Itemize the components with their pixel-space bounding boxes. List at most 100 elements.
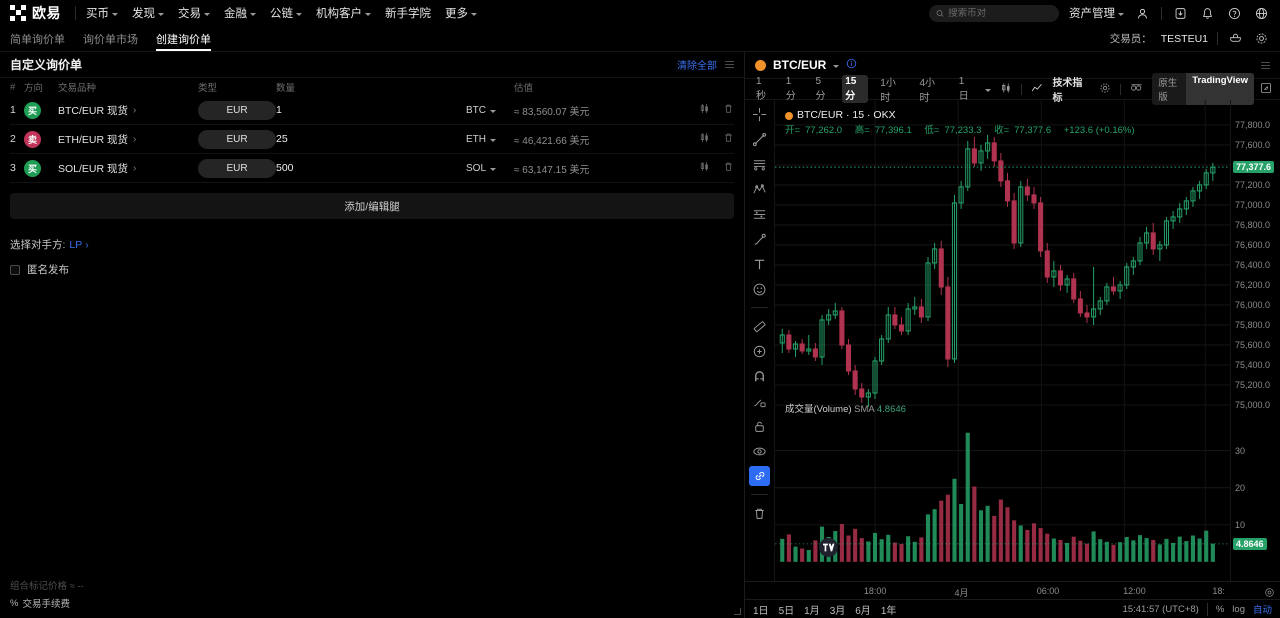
timeframe-4h[interactable]: 4小时: [919, 78, 936, 104]
row-side[interactable]: 买: [24, 159, 58, 177]
nav-item-more[interactable]: 更多: [445, 5, 477, 21]
info-icon[interactable]: [846, 56, 857, 74]
chart-settings-icon[interactable]: [1099, 82, 1111, 97]
hat-icon[interactable]: [1227, 30, 1244, 47]
row-side[interactable]: 买: [24, 101, 58, 119]
nav-item-discover[interactable]: 发现: [132, 5, 164, 21]
lock-icon[interactable]: [749, 416, 770, 436]
indicator-icon[interactable]: [1031, 82, 1043, 97]
emoji-icon[interactable]: [749, 279, 770, 299]
type-pill[interactable]: EUR: [198, 129, 276, 149]
price-axis[interactable]: 77,800.077,600.077,400.077,200.077,000.0…: [1230, 100, 1280, 581]
percent-scale-toggle[interactable]: %: [1215, 603, 1225, 615]
row-quantity-input[interactable]: 1: [276, 104, 282, 116]
timeframe-5m[interactable]: 5分: [815, 76, 826, 102]
anonymous-checkbox[interactable]: [10, 264, 20, 275]
chart-drag-handle[interactable]: [1261, 61, 1270, 69]
row-instrument[interactable]: ETH/EUR 现货 ›: [58, 132, 198, 147]
download-icon[interactable]: [1172, 5, 1189, 22]
candles-icon[interactable]: [699, 103, 710, 117]
text-icon[interactable]: [749, 254, 770, 274]
type-pill[interactable]: EUR: [198, 100, 276, 120]
side-badge-buy[interactable]: 买: [24, 101, 41, 119]
add-edit-leg-button[interactable]: 添加/编辑腿: [10, 193, 734, 219]
chevron-down-icon[interactable]: [985, 88, 992, 92]
axis-settings-icon[interactable]: [1264, 585, 1275, 603]
nav-item-finance[interactable]: 金融: [224, 5, 256, 21]
fullscreen-icon[interactable]: [1260, 82, 1272, 97]
range-1mo[interactable]: 1月: [804, 605, 820, 617]
pitchfork-icon[interactable]: [749, 179, 770, 199]
table-row[interactable]: 1 买 BTC/EUR 现货 › EUR 1 BTC ≈ 83,560.07 美…: [10, 96, 734, 125]
trend-line-icon[interactable]: [749, 129, 770, 149]
side-badge-buy[interactable]: 买: [24, 159, 41, 177]
row-instrument[interactable]: BTC/EUR 现货 ›: [58, 103, 198, 118]
log-scale-toggle[interactable]: log: [1232, 603, 1245, 615]
row-quantity-input[interactable]: 500: [276, 162, 294, 174]
timeframe-15m[interactable]: 15分: [842, 75, 869, 103]
ruler-icon[interactable]: [749, 316, 770, 336]
chart-plot[interactable]: BTC/EUR · 15 · OKX 开= 77,262.0 高= 77,396.1…: [775, 100, 1230, 581]
row-currency-select[interactable]: BTC: [466, 105, 514, 116]
delete-icon[interactable]: [723, 103, 734, 117]
chevron-down-icon[interactable]: [833, 64, 840, 68]
nav-item-academy[interactable]: 新手学院: [385, 5, 431, 21]
brand-logo[interactable]: 欧易: [10, 3, 61, 23]
counterparty-selector[interactable]: LP ›: [69, 239, 88, 251]
view-tradingview[interactable]: TradingView: [1186, 73, 1255, 105]
range-5d[interactable]: 5日: [778, 605, 795, 617]
assets-menu[interactable]: 资产管理: [1069, 5, 1124, 21]
search-input[interactable]: [948, 7, 1052, 19]
eye-icon[interactable]: [749, 441, 770, 461]
delete-icon[interactable]: [723, 161, 734, 175]
draw-lock-icon[interactable]: [749, 391, 770, 411]
nav-item-buy[interactable]: 买币: [86, 5, 118, 21]
magnet-icon[interactable]: [749, 366, 770, 386]
tab-simple-rfq[interactable]: 简单询价单: [10, 26, 65, 51]
view-native[interactable]: 原生版: [1158, 78, 1178, 103]
auto-scale-toggle[interactable]: 自动: [1252, 605, 1272, 616]
candles-icon[interactable]: [699, 132, 710, 146]
row-currency-select[interactable]: ETH: [466, 134, 514, 145]
row-side[interactable]: 卖: [24, 130, 58, 148]
indicators-label[interactable]: 技术指标: [1052, 78, 1083, 104]
table-row[interactable]: 3 买 SOL/EUR 现货 › EUR 500 SOL ≈ 63,147.15…: [10, 154, 734, 183]
timeframe-1h[interactable]: 1小时: [880, 78, 896, 104]
table-row[interactable]: 2 卖 ETH/EUR 现货 › EUR 25 ETH ≈ 46,421.66 …: [10, 125, 734, 154]
panel-drag-handle[interactable]: [725, 61, 734, 68]
timeframe-1m[interactable]: 1分: [785, 76, 796, 102]
nav-item-trade[interactable]: 交易: [178, 5, 210, 21]
row-type[interactable]: EUR: [198, 158, 276, 178]
tab-create-rfq[interactable]: 创建询价单: [156, 26, 211, 51]
tab-rfq-market[interactable]: 询价单市场: [83, 26, 138, 51]
horizontal-lines-icon[interactable]: [749, 154, 770, 174]
candles-icon[interactable]: [699, 161, 710, 175]
zoom-in-icon[interactable]: [749, 341, 770, 361]
row-currency-select[interactable]: SOL: [466, 163, 514, 174]
timeframe-1s[interactable]: 1秒: [756, 76, 766, 102]
crosshair-icon[interactable]: [749, 104, 770, 124]
range-3mo[interactable]: 3月: [829, 605, 846, 617]
bell-icon[interactable]: [1199, 5, 1216, 22]
timeframe-1d[interactable]: 1日: [958, 76, 969, 102]
nav-item-chain[interactable]: 公链: [270, 5, 302, 21]
brush-icon[interactable]: [749, 229, 770, 249]
clear-all-link[interactable]: 清除全部: [677, 61, 717, 72]
delete-icon[interactable]: [723, 132, 734, 146]
compare-icon[interactable]: [1130, 82, 1143, 97]
chart-type-icon[interactable]: [1000, 82, 1012, 97]
range-1d[interactable]: 1日: [753, 605, 769, 617]
chart-view-toggle[interactable]: 原生版 TradingView: [1152, 73, 1255, 105]
search-box[interactable]: [929, 4, 1059, 22]
trash-icon[interactable]: [749, 503, 770, 523]
side-badge-sell[interactable]: 卖: [24, 130, 41, 148]
globe-icon[interactable]: [1253, 5, 1270, 22]
link-icon[interactable]: [749, 466, 770, 486]
help-icon[interactable]: [1226, 5, 1243, 22]
panel-resize-handle[interactable]: [734, 608, 741, 615]
fibonacci-icon[interactable]: [749, 204, 770, 224]
gear-icon[interactable]: [1253, 30, 1270, 47]
type-pill[interactable]: EUR: [198, 158, 276, 178]
time-axis[interactable]: 18:00 4月 06:00 12:00 18:: [745, 581, 1280, 599]
user-icon[interactable]: [1134, 5, 1151, 22]
